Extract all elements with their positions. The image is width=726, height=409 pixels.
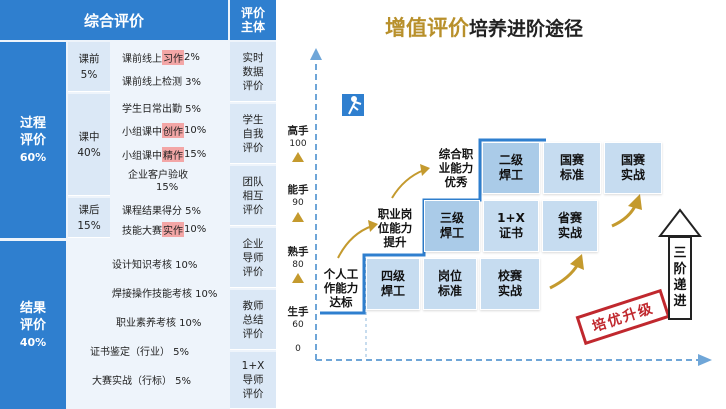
- phase-in-percent: 40%: [77, 146, 101, 159]
- result-item-welding: 焊接操作技能考核 10%: [112, 288, 218, 300]
- level-expert-value: 100: [289, 139, 307, 149]
- level-novice-value: 60: [292, 320, 304, 330]
- axis-origin: 0: [295, 344, 301, 354]
- result-item-certificate: 证书鉴定（行业） 5%: [90, 346, 190, 358]
- subject-team: 团队 相互 评价: [230, 166, 276, 226]
- level-practiced: 熟手: [287, 246, 309, 258]
- phase-post-name: 课后: [78, 203, 100, 216]
- box-national-contest: 国赛 实战: [604, 142, 662, 194]
- result-evaluation-block: 结果 评价 40%: [0, 241, 66, 409]
- subject-enterprise-mentor: 企业 导师 评价: [230, 228, 276, 288]
- phase-in-name: 课中: [78, 130, 100, 143]
- item-client-acceptance: 企业客户验收: [128, 169, 188, 181]
- level-practiced-marker: [292, 273, 304, 283]
- level-novice: 生手: [287, 306, 309, 318]
- runner-icon: [342, 94, 364, 116]
- header-main: 综合评价: [0, 0, 228, 40]
- phase-post-percent: 15%: [77, 219, 101, 232]
- box-level2-welder: 二级 焊工: [482, 142, 540, 194]
- box-national-standard: 国赛 标准: [543, 142, 601, 194]
- box-1x-certificate: 1+X 证书: [483, 200, 539, 252]
- result-item-design: 设计知识考核 10%: [112, 259, 198, 271]
- phase-pre: 课前 5%: [68, 42, 110, 92]
- item-group-refinement: 小组课中 精作 15%: [122, 146, 207, 162]
- phase-pre-name: 课前: [78, 52, 100, 65]
- title-accent: 增值评价: [385, 16, 469, 40]
- process-percent: 60%: [19, 150, 47, 164]
- level-practiced-value: 80: [292, 260, 304, 270]
- result-label: 结果 评价: [19, 300, 46, 333]
- box-provincial-contest: 省赛 实战: [542, 200, 598, 252]
- three-stage-progression-label: 三 阶 递 进: [668, 236, 692, 320]
- subject-self: 学生 自我 评价: [230, 104, 276, 164]
- phase-pre-percent: 5%: [80, 68, 98, 81]
- box-level4-welder: 四级 焊工: [366, 258, 420, 310]
- level-expert: 高手: [287, 125, 309, 137]
- item-pre-online-test: 课前线上检测 3%: [122, 76, 202, 88]
- phase-in: 课中 40%: [68, 94, 110, 196]
- phase-post: 课后 15%: [68, 198, 110, 238]
- diagram-title: 增值评价培养进阶途径: [385, 12, 583, 42]
- subject-realtime-data: 实时 数据 评价: [230, 42, 276, 102]
- result-percent: 40%: [19, 335, 47, 349]
- result-item-professionalism: 职业素养考核 10%: [116, 317, 202, 329]
- evaluation-table: 综合评价 评价 主体 过程 评价 60% 课前 5% 课中 40% 课后 15%…: [0, 0, 276, 409]
- level-expert-marker: [292, 152, 304, 162]
- step-comprehensive-ability: 综合职 业能力 优秀: [438, 147, 474, 189]
- box-level3-welder: 三级 焊工: [424, 200, 480, 252]
- process-label: 过程 评价: [19, 115, 46, 148]
- level-skilled-marker: [292, 212, 304, 222]
- item-client-acceptance-percent: 15%: [156, 181, 179, 193]
- subject-teacher: 教师 总结 评价: [230, 290, 276, 350]
- step-position-ability: 职业岗 位能力 提升: [377, 207, 413, 249]
- title-rest: 培养进阶途径: [469, 18, 584, 40]
- box-school-contest: 校赛 实战: [480, 258, 540, 310]
- item-attendance: 学生日常出勤 5%: [122, 103, 202, 115]
- step-personal-ability: 个人工 作能力 达标: [323, 267, 359, 309]
- item-skill-contest: 技能大赛 实作 10%: [122, 221, 207, 237]
- process-evaluation-block: 过程 评价 60%: [0, 42, 66, 238]
- item-pre-online-exercise: 课前线上 习作 2%: [122, 49, 200, 65]
- box-position-standard: 岗位 标准: [423, 258, 477, 310]
- item-group-creation: 小组课中 创作 10%: [122, 122, 207, 138]
- progression-arrow-icon: [658, 208, 702, 237]
- item-course-result: 课程结果得分 5%: [122, 205, 202, 217]
- subject-1x-mentor: 1+X 导师 评价: [230, 352, 276, 409]
- header-side: 评价 主体: [230, 0, 276, 40]
- level-skilled: 能手: [287, 184, 309, 196]
- result-item-contest: 大赛实战（行标） 5%: [92, 375, 192, 387]
- level-skilled-value: 90: [292, 198, 304, 208]
